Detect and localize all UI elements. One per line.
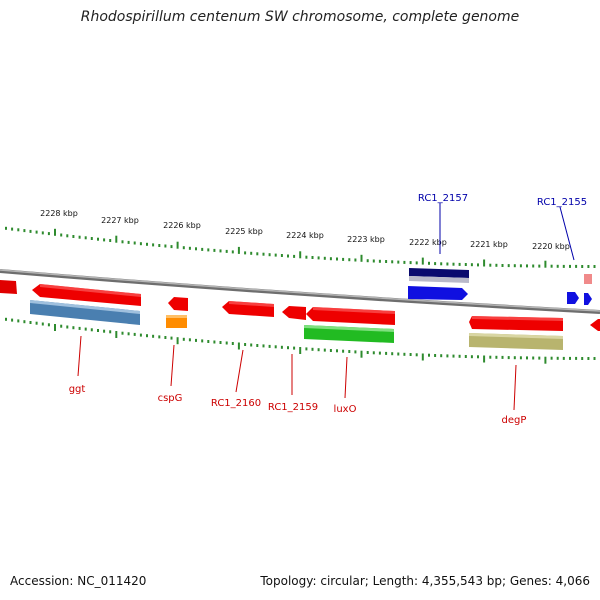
gene-right-edge-red[interactable]: [590, 319, 600, 331]
scale-ticks-top: [5, 226, 596, 268]
gene-ggt-blue[interactable]: [30, 300, 140, 325]
scale-label-2223: 2223 kbp: [347, 235, 385, 244]
gene-rc1-2159-red[interactable]: [282, 306, 306, 320]
gene-label-luxo[interactable]: luxO: [334, 404, 357, 415]
gene-ggt-red[interactable]: [32, 284, 141, 306]
gene-arrow-small-blue[interactable]: [584, 293, 592, 305]
gene-label-rc1-2159[interactable]: RC1_2159: [268, 402, 318, 413]
gene-label-rc1-2155[interactable]: RC1_2155: [537, 197, 587, 208]
gene-cspg-red[interactable]: [168, 297, 188, 311]
gene-label-rc1-2157[interactable]: RC1_2157: [418, 193, 468, 204]
scale-label-2221: 2221 kbp: [470, 240, 508, 249]
gene-left-edge[interactable]: [0, 280, 17, 294]
scale-label-2228: 2228 kbp: [40, 209, 78, 218]
scale-label-2226: 2226 kbp: [163, 221, 201, 230]
gene-cspg-orange[interactable]: [166, 315, 187, 328]
scale-label-2224: 2224 kbp: [286, 231, 324, 240]
scale-label-2220: 2220 kbp: [532, 242, 570, 251]
scale-ticks-bottom: [5, 317, 596, 364]
scale-label-2225: 2225 kbp: [225, 227, 263, 236]
gene-luxo-green-top: [304, 325, 394, 332]
scale-label-2227: 2227 kbp: [101, 216, 139, 225]
chromosome-backbone: [0, 269, 600, 314]
gene-arrow-rc1-2157-top[interactable]: [409, 268, 469, 278]
gene-sheen: [40, 284, 563, 321]
chromosome-backbone-highlight: [0, 269, 600, 312]
gene-arrow-rc1-2157-shade: [409, 276, 469, 283]
scale-label-2222: 2222 kbp: [409, 238, 447, 247]
topology-text: Topology: circular; Length: 4,355,543 bp…: [260, 574, 590, 588]
gene-pink-small[interactable]: [584, 274, 592, 284]
gene-label-ggt[interactable]: ggt: [69, 384, 86, 395]
gene-arrow-rc1-2157b[interactable]: [408, 286, 468, 300]
gene-label-degp[interactable]: degP: [502, 415, 527, 426]
label-leaders: [77, 203, 575, 411]
gene-arrow-rc1-2155[interactable]: [567, 292, 579, 304]
gene-degp-olive-top: [469, 333, 563, 339]
gene-ggt-blue-top: [30, 300, 140, 314]
gene-cspg-orange-top: [166, 315, 187, 318]
map-title: Rhodospirillum centenum SW chromosome, c…: [80, 9, 520, 25]
accession-text: Accession: NC_011420: [10, 574, 147, 588]
gene-label-cspg[interactable]: cspG: [158, 393, 183, 404]
gene-label-rc1-2160[interactable]: RC1_2160: [211, 398, 261, 409]
